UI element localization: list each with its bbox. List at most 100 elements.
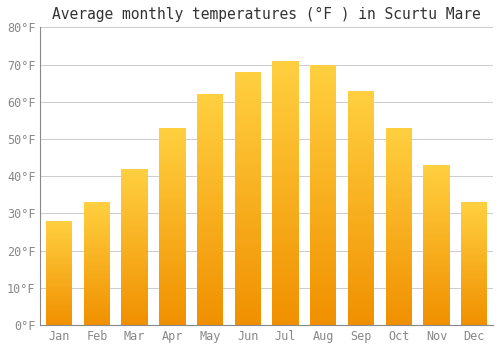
Bar xyxy=(348,196,374,199)
Bar xyxy=(424,319,450,321)
Bar xyxy=(386,175,412,177)
Bar xyxy=(122,208,148,210)
Bar xyxy=(122,306,148,308)
Bar xyxy=(84,319,110,321)
Bar xyxy=(46,235,72,237)
Bar xyxy=(159,140,186,143)
Bar xyxy=(461,281,487,282)
Bar xyxy=(234,205,261,208)
Bar xyxy=(122,187,148,188)
Bar xyxy=(84,307,110,308)
Bar xyxy=(424,171,450,173)
Bar xyxy=(348,246,374,249)
Bar xyxy=(84,316,110,317)
Bar xyxy=(84,301,110,302)
Bar xyxy=(424,305,450,307)
Bar xyxy=(234,126,261,129)
Bar xyxy=(272,137,299,140)
Bar xyxy=(461,314,487,316)
Bar xyxy=(84,308,110,310)
Bar xyxy=(386,148,412,150)
Bar xyxy=(197,97,224,100)
Bar xyxy=(197,184,224,187)
Bar xyxy=(348,299,374,302)
Bar xyxy=(272,286,299,289)
Bar xyxy=(272,196,299,200)
Bar xyxy=(348,231,374,234)
Bar xyxy=(84,202,110,204)
Bar xyxy=(46,264,72,265)
Bar xyxy=(386,268,412,271)
Bar xyxy=(461,207,487,209)
Bar xyxy=(84,207,110,209)
Bar xyxy=(122,308,148,309)
Bar xyxy=(122,253,148,255)
Bar xyxy=(348,267,374,270)
Bar xyxy=(424,295,450,297)
Bar xyxy=(159,320,186,323)
Bar xyxy=(310,191,336,195)
Bar xyxy=(310,315,336,319)
Bar xyxy=(84,284,110,285)
Bar xyxy=(159,313,186,315)
Bar xyxy=(159,217,186,219)
Bar xyxy=(348,184,374,187)
Bar xyxy=(197,149,224,152)
Bar xyxy=(46,242,72,243)
Bar xyxy=(386,264,412,266)
Bar xyxy=(46,311,72,312)
Bar xyxy=(424,261,450,263)
Bar xyxy=(197,241,224,244)
Bar xyxy=(197,230,224,233)
Bar xyxy=(159,184,186,187)
Bar xyxy=(197,204,224,207)
Bar xyxy=(197,320,224,322)
Bar xyxy=(424,213,450,215)
Bar xyxy=(386,310,412,313)
Bar xyxy=(84,219,110,221)
Bar xyxy=(310,172,336,175)
Bar xyxy=(46,293,72,294)
Bar xyxy=(461,230,487,231)
Bar xyxy=(424,271,450,273)
Bar xyxy=(234,116,261,119)
Bar xyxy=(310,208,336,211)
Bar xyxy=(46,303,72,304)
Bar xyxy=(234,110,261,113)
Bar xyxy=(122,261,148,262)
Bar xyxy=(197,178,224,181)
Bar xyxy=(122,296,148,298)
Bar xyxy=(272,216,299,219)
Bar xyxy=(386,241,412,244)
Bar xyxy=(84,313,110,314)
Bar xyxy=(461,270,487,272)
Bar xyxy=(461,276,487,278)
Bar xyxy=(159,180,186,182)
Bar xyxy=(234,173,261,176)
Bar xyxy=(424,185,450,187)
Bar xyxy=(310,146,336,149)
Bar xyxy=(310,156,336,159)
Bar xyxy=(84,285,110,287)
Bar xyxy=(197,201,224,204)
Bar xyxy=(197,103,224,106)
Bar xyxy=(159,298,186,301)
Bar xyxy=(84,281,110,282)
Bar xyxy=(424,177,450,179)
Bar xyxy=(197,152,224,155)
Bar xyxy=(272,312,299,315)
Bar xyxy=(46,317,72,319)
Bar xyxy=(461,305,487,307)
Bar xyxy=(386,172,412,175)
Bar xyxy=(348,316,374,319)
Bar xyxy=(424,243,450,245)
Bar xyxy=(122,202,148,204)
Bar xyxy=(234,297,261,300)
Bar xyxy=(122,241,148,243)
Bar xyxy=(348,258,374,261)
Bar xyxy=(424,273,450,275)
Bar xyxy=(122,220,148,222)
Bar xyxy=(386,197,412,199)
Bar xyxy=(386,290,412,293)
Bar xyxy=(84,292,110,293)
